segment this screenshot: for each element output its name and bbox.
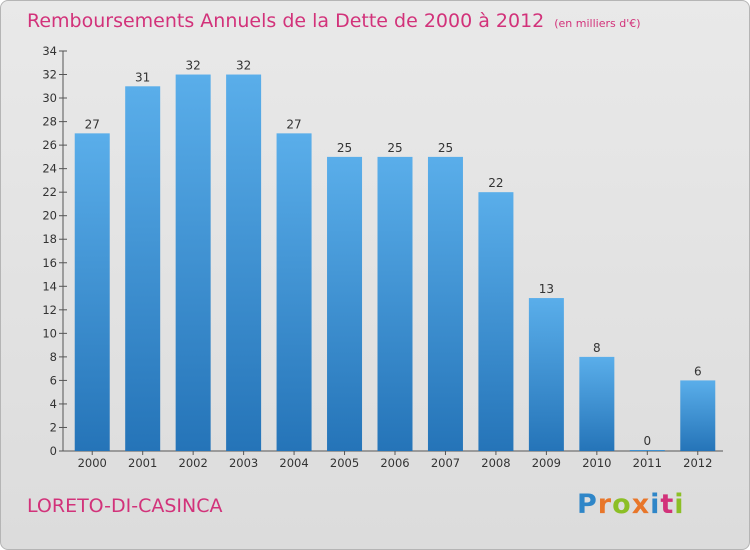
- y-tick-label: 20: [42, 209, 57, 223]
- bar: [226, 74, 262, 451]
- x-tick-label: 2010: [582, 456, 611, 470]
- bar: [377, 156, 413, 451]
- y-tick-label: 16: [42, 256, 57, 270]
- bar: [276, 133, 312, 451]
- x-tick-label: 2007: [431, 456, 460, 470]
- y-tick-label: 4: [50, 397, 57, 411]
- bar: [175, 74, 211, 451]
- data-label: 31: [135, 70, 150, 84]
- x-tick-label: 2004: [279, 456, 308, 470]
- proxiti-logo[interactable]: Proxiti: [577, 489, 685, 520]
- data-label: 32: [186, 59, 201, 73]
- y-tick-label: 32: [42, 68, 57, 82]
- bar: [629, 450, 665, 451]
- data-label: 22: [488, 176, 503, 190]
- x-tick-label: 2005: [330, 456, 359, 470]
- bars: [74, 74, 716, 452]
- y-tick-label: 8: [50, 350, 57, 364]
- data-label: 13: [539, 282, 554, 296]
- y-tick-label: 18: [42, 232, 57, 246]
- commune-name: LORETO-DI-CASINCA: [27, 495, 223, 517]
- data-label: 25: [387, 141, 402, 155]
- x-tick-label: 2000: [78, 456, 107, 470]
- data-label: 8: [593, 341, 601, 355]
- data-label: 32: [236, 59, 251, 73]
- bar: [327, 156, 363, 451]
- x-tick-label: 2008: [481, 456, 510, 470]
- data-label: 25: [438, 141, 453, 155]
- logo-letter: o: [612, 489, 632, 520]
- x-tick-label: 2011: [633, 456, 662, 470]
- x-tick-label: 2009: [532, 456, 561, 470]
- x-tick-label: 2006: [380, 456, 409, 470]
- y-tick-label: 10: [42, 326, 57, 340]
- x-tick-label: 2002: [179, 456, 208, 470]
- bar: [74, 133, 110, 451]
- logo-letter: r: [597, 489, 613, 520]
- x-tick-label: 2003: [229, 456, 258, 470]
- y-tick-label: 34: [42, 44, 57, 58]
- bar: [680, 380, 716, 451]
- chart-unit: (en milliers d'€): [554, 17, 641, 30]
- logo-letter: t: [660, 489, 675, 520]
- logo-letter: x: [631, 489, 651, 520]
- data-label: 27: [286, 117, 301, 131]
- data-label: 27: [85, 117, 100, 131]
- data-label: 0: [643, 434, 651, 448]
- data-labels: 27 31 32 32 27 25 25 25 22 13 8 0 6: [85, 59, 702, 448]
- data-label: 6: [694, 364, 702, 378]
- y-tick-label: 2: [50, 420, 57, 434]
- x-tick-label: 2012: [683, 456, 712, 470]
- chart-title-text: Remboursements Annuels de la Dette de 20…: [27, 10, 545, 32]
- bar: [427, 156, 463, 451]
- chart-title: Remboursements Annuels de la Dette de 20…: [27, 10, 641, 32]
- y-tick-label: 30: [42, 91, 57, 105]
- y-tick-label: 6: [50, 373, 57, 387]
- y-tick-label: 26: [42, 138, 57, 152]
- bar: [579, 356, 615, 451]
- y-tick-label: 14: [42, 279, 57, 293]
- bar: [528, 298, 564, 451]
- logo-letter: i: [650, 489, 661, 520]
- x-tick-label: 2001: [128, 456, 157, 470]
- logo-letter: P: [577, 489, 598, 520]
- logo-letter: i: [674, 489, 685, 520]
- y-tick-label: 0: [50, 444, 57, 458]
- y-tick-label: 24: [42, 162, 57, 176]
- bar: [125, 86, 161, 451]
- y-tick-label: 22: [42, 185, 57, 199]
- data-label: 25: [337, 141, 352, 155]
- bar: [478, 192, 514, 452]
- y-tick-label: 28: [42, 115, 57, 129]
- y-tick-label: 12: [42, 303, 57, 317]
